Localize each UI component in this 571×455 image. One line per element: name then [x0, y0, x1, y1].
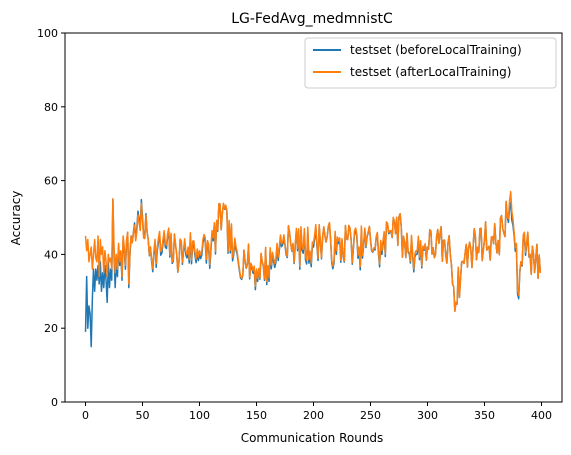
x-tick-label: 100	[189, 409, 210, 422]
x-tick-label: 350	[474, 409, 495, 422]
legend-box	[304, 37, 557, 89]
x-axis: 0 50 100 150 200 250 300 350 400	[82, 402, 552, 422]
legend: testset (beforeLocalTraining) testset (a…	[304, 37, 557, 89]
x-tick-label: 300	[417, 409, 438, 422]
x-tick-label: 150	[246, 409, 267, 422]
x-tick-label: 0	[82, 409, 89, 422]
y-tick-label: 40	[44, 248, 58, 261]
y-axis: 0 20 40 60 80 100	[37, 27, 65, 409]
legend-label-before: testset (beforeLocalTraining)	[350, 43, 522, 57]
y-tick-label: 80	[44, 101, 58, 114]
y-tick-label: 100	[37, 27, 58, 40]
x-tick-label: 250	[360, 409, 381, 422]
x-tick-label: 400	[531, 409, 552, 422]
series-line-after	[84, 190, 542, 312]
y-tick-label: 60	[44, 175, 58, 188]
chart-title: LG-FedAvg_medmnistC	[231, 11, 393, 27]
y-tick-label: 0	[51, 396, 58, 409]
legend-label-after: testset (afterLocalTraining)	[350, 65, 511, 79]
x-tick-label: 50	[136, 409, 150, 422]
y-tick-label: 20	[44, 322, 58, 335]
x-tick-label: 200	[303, 409, 324, 422]
x-axis-label: Communication Rounds	[241, 431, 384, 445]
y-axis-label: Accuracy	[9, 191, 23, 246]
series-line-before	[84, 198, 542, 348]
plot-lines	[84, 190, 542, 348]
